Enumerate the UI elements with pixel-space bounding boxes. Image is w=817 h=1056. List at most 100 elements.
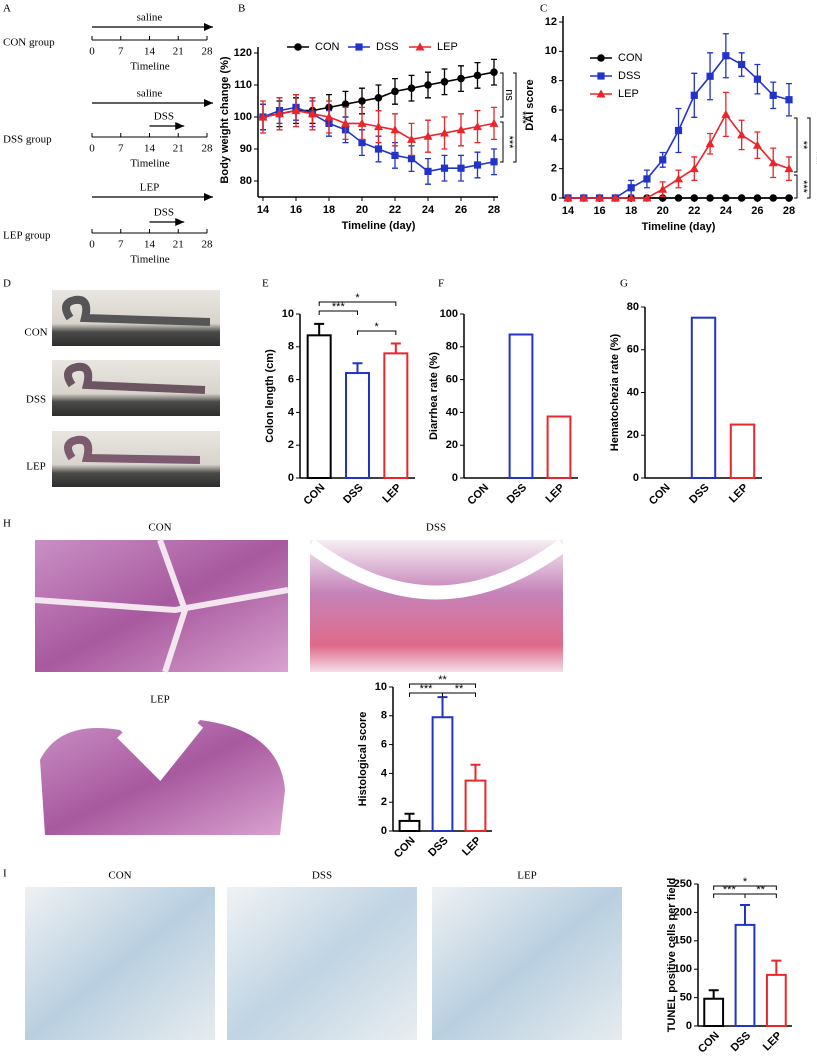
- bar: [464, 779, 487, 832]
- significance-label: *: [355, 292, 360, 304]
- y-tick-label: 20: [446, 439, 458, 451]
- timeline-tick-label: 28: [202, 46, 214, 58]
- significance-label: ***: [332, 301, 346, 313]
- bar: [383, 352, 409, 479]
- y-tick-label: 60: [446, 374, 458, 386]
- x-tick-label: 22: [389, 204, 401, 216]
- arrow-head: [204, 99, 213, 107]
- significance-label: ***: [810, 152, 817, 166]
- marker: [706, 194, 714, 202]
- photo-label: DSS: [426, 522, 446, 534]
- y-tick-label: 6: [551, 104, 557, 116]
- error-bar: [771, 959, 782, 975]
- y-axis-label: Colon length (cm): [264, 349, 276, 443]
- significance-bracket: [442, 692, 476, 697]
- legend-label: LEP: [437, 41, 458, 53]
- marker: [610, 193, 620, 202]
- x-tick-label: LEP: [460, 835, 484, 859]
- photo-label: CON: [108, 870, 131, 882]
- y-tick-label: 20: [627, 429, 639, 441]
- panel-label: H: [3, 518, 11, 530]
- panel-label: I: [3, 868, 7, 880]
- legend-marker: [596, 89, 606, 98]
- x-tick-label: 22: [688, 205, 700, 217]
- bar: [690, 316, 717, 479]
- significance-label: ***: [503, 136, 515, 150]
- error-bar: [470, 763, 481, 781]
- error-bar: [404, 812, 415, 821]
- y-tick-label: 0: [288, 472, 294, 484]
- photo-label: DSS: [312, 870, 332, 882]
- timeline-tick-label: 21: [173, 143, 184, 155]
- marker: [690, 91, 698, 99]
- x-tick-label: 28: [783, 205, 795, 217]
- significance-bracket: [794, 117, 798, 173]
- marker: [424, 167, 432, 175]
- arrow-head: [175, 218, 185, 226]
- x-tick-label: 28: [488, 204, 500, 216]
- marker: [722, 52, 730, 60]
- significance-bracket: [713, 885, 777, 890]
- marker: [490, 68, 498, 76]
- photo-label: LEP: [517, 870, 537, 882]
- y-tick-label: 4: [288, 406, 295, 418]
- panel-label: A: [3, 3, 11, 15]
- marker: [689, 164, 699, 173]
- significance-label: ***: [723, 884, 737, 896]
- x-tick-label: 18: [323, 204, 335, 216]
- x-tick-label: CON: [647, 482, 673, 508]
- y-tick-label: 250: [674, 878, 692, 890]
- marker: [753, 194, 762, 202]
- marker: [489, 118, 499, 127]
- marker: [358, 97, 366, 105]
- panel-label: B: [238, 3, 245, 15]
- x-tick-label: 16: [290, 204, 302, 216]
- timeline-tick-label: 7: [118, 143, 124, 155]
- marker: [642, 193, 652, 202]
- timeline-tick-label: 0: [89, 143, 95, 155]
- marker: [424, 81, 432, 89]
- marker: [705, 139, 715, 148]
- significance-label: **: [797, 141, 809, 150]
- marker: [768, 158, 778, 167]
- treatment-label: saline: [137, 88, 163, 100]
- significance-bracket: [409, 683, 476, 688]
- x-tick-label: LEP: [380, 482, 404, 506]
- y-tick-label: 4: [381, 767, 388, 779]
- marker: [690, 194, 699, 202]
- marker: [275, 109, 284, 118]
- timeline-tick-label: 0: [89, 239, 95, 251]
- significance-bracket: [513, 72, 517, 163]
- marker: [722, 194, 730, 202]
- y-axis-label: DAI score: [524, 79, 536, 130]
- group-label: CON group: [3, 37, 55, 49]
- marker: [324, 112, 334, 121]
- timeline-label: Timeline: [130, 158, 169, 170]
- marker: [423, 131, 433, 140]
- bar: [703, 997, 725, 1028]
- timeline-tick-label: 7: [118, 239, 124, 251]
- significance-label: ns: [503, 89, 515, 101]
- legend-label: CON: [618, 52, 643, 64]
- error-bar: [314, 322, 325, 336]
- y-tick-label: 0: [381, 825, 387, 837]
- error-bar: [352, 362, 363, 374]
- treatment-label: LEP: [140, 182, 160, 194]
- significance-bracket: [744, 893, 777, 898]
- marker: [490, 158, 498, 166]
- y-tick-label: 40: [627, 386, 639, 398]
- significance-label: **: [438, 674, 447, 686]
- marker: [341, 100, 350, 108]
- y-tick-label: 0: [633, 472, 639, 484]
- x-axis-label: Timeline (day): [342, 220, 416, 232]
- group-label: DSS group: [3, 134, 52, 146]
- x-tick-label: 20: [657, 205, 669, 217]
- significance-bracket: [318, 301, 397, 306]
- he-stain-photos: [34, 538, 568, 840]
- x-tick-label: LEP: [727, 482, 751, 506]
- bar: [546, 415, 572, 479]
- treatment-label: saline: [137, 12, 163, 24]
- y-tick-label: 100: [674, 963, 692, 975]
- y-tick-label: 8: [381, 710, 387, 722]
